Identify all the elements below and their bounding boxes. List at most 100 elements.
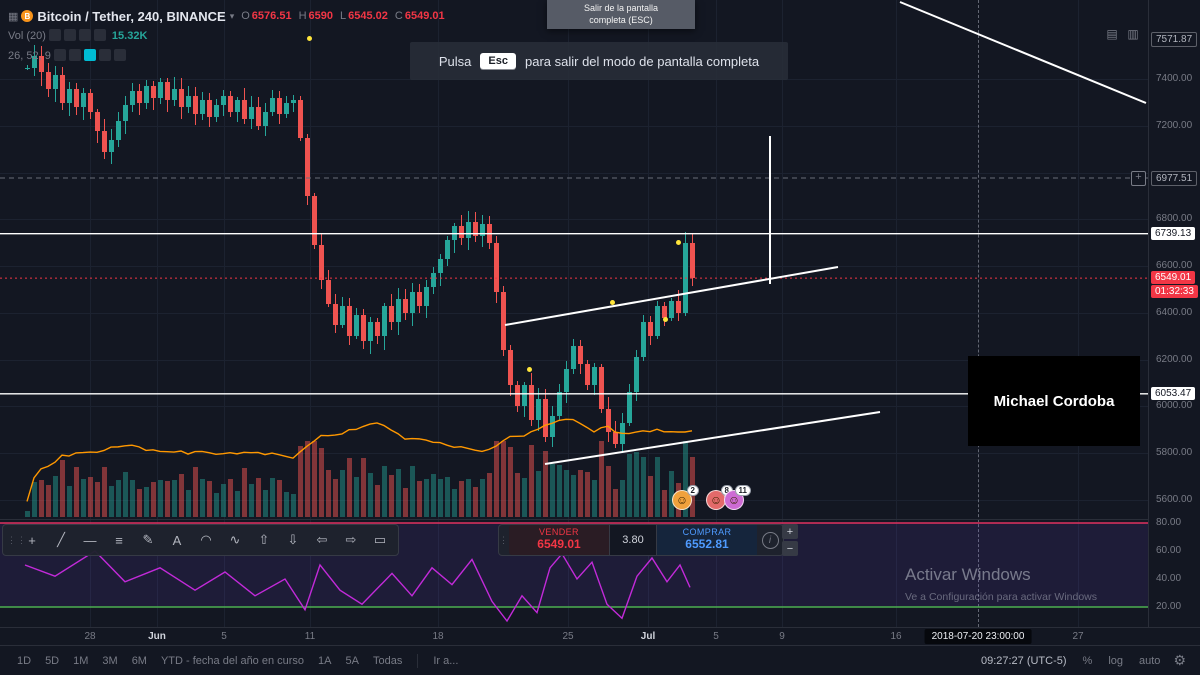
panel-icon-right[interactable]: ▥ [1127,27,1139,41]
indicator-mini-button[interactable] [78,28,91,41]
volume-bar [32,481,37,517]
goto-date-button[interactable]: Ir a... [433,654,459,667]
banner-text-pre: Pulsa [438,53,472,69]
increase-button[interactable]: + [782,524,798,539]
candle [403,298,408,313]
volume-bar [137,488,142,517]
log-scale-button[interactable]: log [1108,654,1124,667]
range-button-3m[interactable]: 3M [102,654,118,667]
volume-bar [375,485,380,517]
price-tick: 7400.00 [1156,73,1193,85]
candle [312,196,317,246]
brush-icon[interactable]: ✎ [142,532,154,547]
banner-text-post: para salir del modo de pantalla completa [524,53,760,69]
price-label-white[interactable]: 6053.47 [1151,386,1196,400]
range-button-5d[interactable]: 5D [45,654,60,667]
candle [613,431,618,444]
panel-icon-left[interactable]: ▤ [1106,27,1118,41]
time-axis[interactable]: 2018-07-20 23:00:00 28 Jun 5 11 18 25 Jul 5 9 16 2… [0,627,1200,646]
indicator-mini-button[interactable] [98,48,111,61]
range-button-ytd[interactable]: YTD - fecha del año en curso [160,654,305,667]
price-axis[interactable]: 7400.00 7200.00 6800.00 6600.00 6400.00 6200.… [1148,0,1200,627]
indicator-mini-button[interactable] [48,28,61,41]
range-button-1d[interactable]: 1D [17,654,32,667]
indicator-active-button[interactable] [83,48,96,61]
range-button-5a[interactable]: 5A [345,654,359,667]
oscillator-params[interactable]: 26, 52, 9 [8,50,51,62]
sell-button[interactable]: VENDER 6549.01 [509,525,609,555]
trend-line-icon[interactable]: ╱ [57,532,65,547]
indicator-mini-button[interactable] [68,48,81,61]
volume-indicator-label[interactable]: Vol (20) [8,30,46,42]
arc-icon[interactable]: ◠ [200,532,212,547]
pattern-icon[interactable]: ∿ [229,532,241,547]
horizontal-line-icon[interactable]: ― [83,532,97,548]
trade-info-button[interactable]: i [757,525,783,555]
volume-bar [599,441,604,517]
symbol-row[interactable]: ▦ B Bitcoin / Tether, 240, BINANCE ▾ O 65… [8,6,445,26]
indicator-mini-button[interactable] [53,48,66,61]
reaction-chip[interactable]: ☺ 11 [724,485,751,510]
volume-bar [144,486,149,517]
text-icon[interactable]: A [172,532,182,548]
pane-separator [0,519,1148,520]
price-tick: 5600.00 [1156,493,1193,505]
volume-bar [459,480,464,517]
volume-bar [158,479,163,517]
arrow-left-icon[interactable]: ⇦ [316,532,328,547]
symbol-title[interactable]: Bitcoin / Tether, 240, BINANCE [37,8,226,24]
reaction-chip[interactable]: ☺ 2 [672,485,699,510]
arrow-up-icon[interactable]: ⇧ [258,532,270,547]
percent-scale-button[interactable]: % [1082,654,1093,667]
volume-bar [67,486,72,517]
buy-price: 6552.81 [685,537,729,552]
buy-button[interactable]: COMPRAR 6552.81 [657,525,757,555]
session-clock[interactable]: 09:27:27 (UTC-5) [980,654,1067,667]
candle [431,273,436,288]
volume-bar [39,479,44,517]
candle [137,91,142,103]
range-button-1a[interactable]: 1A [318,654,332,667]
arrow-right-icon[interactable]: ⇨ [345,532,357,547]
settings-gear-icon[interactable]: ⚙ [1173,652,1186,668]
indicator-mini-button[interactable] [93,28,106,41]
indicator-mini-button[interactable] [63,28,76,41]
decrease-button[interactable]: − [782,541,798,556]
volume-bar [410,465,415,517]
candle [123,105,128,122]
crosshair-icon[interactable]: + [28,532,36,548]
range-button-todas[interactable]: Todas [372,654,403,667]
candle [515,385,520,407]
candle [249,107,254,120]
auto-scale-button[interactable]: auto [1139,654,1161,667]
drawing-toolbar: ⋮⋮ + ╱ ― ≡ ✎ A ◠ ∿ ⇧ ⇩ ⇦ ⇨ ▭ [2,524,399,556]
ohlc-close-label: C [394,10,403,22]
candle [536,399,541,421]
candle [473,221,478,236]
trade-panel-drag-handle[interactable]: ⋮⋮ [499,535,518,546]
range-button-1m[interactable]: 1M [73,654,89,667]
arrow-down-icon[interactable]: ⇩ [287,532,299,547]
range-button-6m[interactable]: 6M [131,654,147,667]
candle [578,345,583,365]
time-tick: 18 [432,631,444,642]
horizontal-gridline [0,406,1148,408]
add-alert-plus-button[interactable]: + [1131,171,1146,187]
candle [445,240,450,260]
bottom-toolbar: 1D 5D 1M 3M 6M YTD - fecha del año en curso 1A… [0,645,1200,675]
indicator-mini-button[interactable] [113,48,126,61]
time-tick: 28 [84,631,96,642]
candle [655,305,660,337]
horizontal-gridline [0,219,1148,221]
price-label-white[interactable]: 6739.13 [1151,226,1196,240]
price-tick: 5800.00 [1156,446,1193,458]
candle [53,74,58,89]
oscillator-indicator-row: 26, 52, 9 [8,46,445,66]
toolbar-drag-handle[interactable]: ⋮⋮ [7,534,27,545]
rectangle-icon[interactable]: ▭ [373,532,387,547]
chevron-down-icon[interactable]: ▾ [229,10,235,21]
fib-retracement-icon[interactable]: ≡ [115,532,123,548]
spread-value: 3.80 [609,525,657,555]
reaction-chip[interactable]: ☺ 8 [706,485,733,510]
